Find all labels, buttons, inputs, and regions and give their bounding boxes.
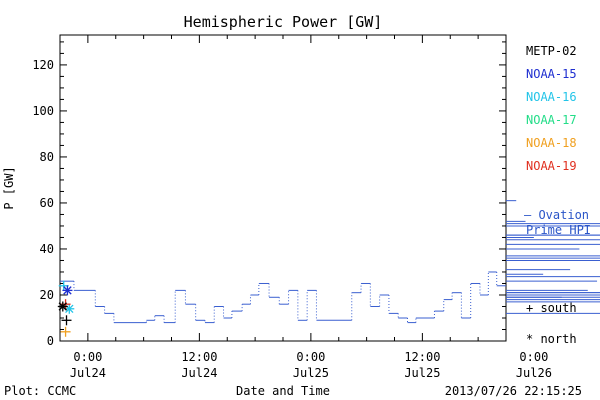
x-tick-time-label: 12:00 — [181, 350, 217, 364]
plot-credit: Plot: CCMC — [4, 384, 76, 398]
x-tick-date-label: Jul24 — [70, 366, 106, 380]
data-point-south — [60, 326, 71, 337]
legend-ovation-line2: Prime HPI — [526, 223, 591, 237]
y-axis-label: P [GW] — [2, 166, 16, 209]
legend-entry: NOAA-16 — [526, 90, 577, 104]
legend-entry: NOAA-18 — [526, 136, 577, 150]
x-tick-time-label: 0:00 — [73, 350, 102, 364]
y-tick-label: 100 — [32, 104, 54, 118]
plot-timestamp: 2013/07/26 22:15:25 — [445, 384, 582, 398]
x-tick-date-label: Jul25 — [404, 366, 440, 380]
satellite-observations — [57, 280, 75, 337]
legend-south: + south — [526, 301, 577, 315]
chart-title: Hemispheric Power [GW] — [184, 13, 383, 31]
legend-entry: NOAA-19 — [526, 159, 577, 173]
legend-entry: METP-02 — [526, 44, 577, 58]
data-point-north — [57, 301, 68, 312]
y-tick-label: 0 — [47, 334, 54, 348]
x-tick-time-label: 12:00 — [404, 350, 440, 364]
x-tick-time-label: 0:00 — [519, 350, 548, 364]
y-tick-label: 80 — [40, 150, 54, 164]
legend-entry: NOAA-15 — [526, 67, 577, 81]
axes-and-ticks: 0 20 40 60 80 100 120 0:00 Jul24 12:00 Jul24 0:00 Ju… — [32, 35, 552, 380]
data-point-south — [61, 315, 72, 326]
legend-ovation-line1: — Ovation — [524, 208, 589, 222]
x-tick-date-label: Jul25 — [293, 366, 329, 380]
plot-frame — [59, 34, 507, 342]
point-stroke — [65, 304, 74, 313]
x-tick-date-label: Jul26 — [516, 366, 552, 380]
point-stroke — [63, 286, 72, 295]
y-tick-label: 120 — [32, 58, 54, 72]
legend: METP-02 NOAA-15 NOAA-16 NOAA-17 NOAA-18 … — [524, 44, 591, 346]
y-tick-label: 60 — [40, 196, 54, 210]
legend-entry: NOAA-17 — [526, 113, 577, 127]
point-stroke — [58, 302, 67, 311]
y-tick-label: 20 — [40, 288, 54, 302]
ovation-prime-series — [60, 200, 600, 324]
x-tick-time-label: 0:00 — [296, 350, 325, 364]
legend-north: * north — [526, 332, 577, 346]
y-tick-label: 40 — [40, 242, 54, 256]
data-point-north — [62, 285, 73, 296]
x-axis-label: Date and Time — [236, 384, 330, 398]
x-tick-date-label: Jul24 — [181, 366, 217, 380]
